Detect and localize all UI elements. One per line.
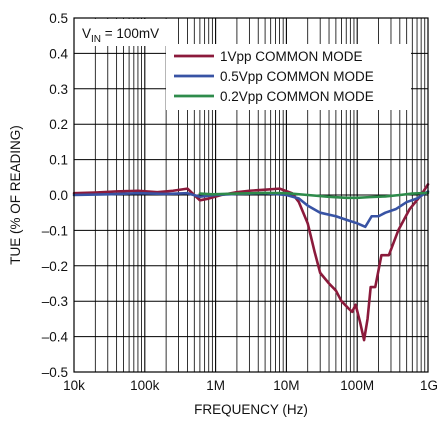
- legend-items: 1Vpp COMMON MODE 0.5Vpp COMMON MODE 0.2Vpp…: [174, 49, 374, 104]
- y-tick-label: –0.2: [42, 259, 68, 274]
- series-line-2: [72, 190, 430, 229]
- x-tick-label: 100k: [130, 378, 160, 393]
- y-tick-label: 0.2: [49, 117, 68, 132]
- x-tick-labels: 10k 100k 1M 10M 100M 1G: [63, 378, 438, 393]
- vin-annotation: VIN = 100mV: [75, 19, 175, 46]
- plot-frame: [73, 17, 429, 373]
- legend: 1Vpp COMMON MODE 0.5Vpp COMMON MODE 0.2Vpp…: [166, 44, 411, 110]
- annotation-rest: = 100mV: [101, 26, 159, 41]
- x-tick-label: 10k: [63, 378, 85, 393]
- y-tick-label: –0.5: [42, 365, 68, 380]
- annotation-text: VIN = 100mV: [82, 26, 159, 45]
- annotation-main: V: [82, 26, 91, 41]
- y-tick-label: 0.5: [49, 11, 68, 26]
- x-axis-label: FREQUENCY (Hz): [194, 402, 308, 417]
- series-lines: [72, 183, 430, 342]
- x-tick-label: 1G: [420, 378, 438, 393]
- y-tick-label: –0.3: [42, 294, 68, 309]
- y-tick-labels: 0.5 0.4 0.3 0.2 0.1 0.0 –0.1 –0.2 –0.3 –0.4 –0.5: [42, 11, 69, 380]
- y-tick-label: 0.1: [49, 153, 68, 168]
- y-tick-label: –0.1: [42, 223, 68, 238]
- series-line-1: [72, 183, 430, 342]
- x-tick-label: 100M: [340, 378, 374, 393]
- legend-label-2: 0.5Vpp COMMON MODE: [220, 69, 374, 84]
- y-axis-label: TUE (% OF READING): [8, 125, 23, 265]
- x-tick-label: 10M: [273, 378, 299, 393]
- x-tick-label: 1M: [206, 378, 225, 393]
- y-tick-label: 0.4: [49, 46, 68, 61]
- y-tick-label: –0.4: [42, 330, 69, 345]
- annotation-subscript: IN: [91, 34, 101, 45]
- annotation-background: [75, 19, 175, 46]
- y-tick-label: 0.0: [49, 188, 68, 203]
- legend-label-1: 1Vpp COMMON MODE: [220, 49, 363, 64]
- y-tick-label: 0.3: [49, 82, 68, 97]
- series-line-3: [198, 191, 430, 200]
- legend-label-3: 0.2Vpp COMMON MODE: [220, 89, 374, 104]
